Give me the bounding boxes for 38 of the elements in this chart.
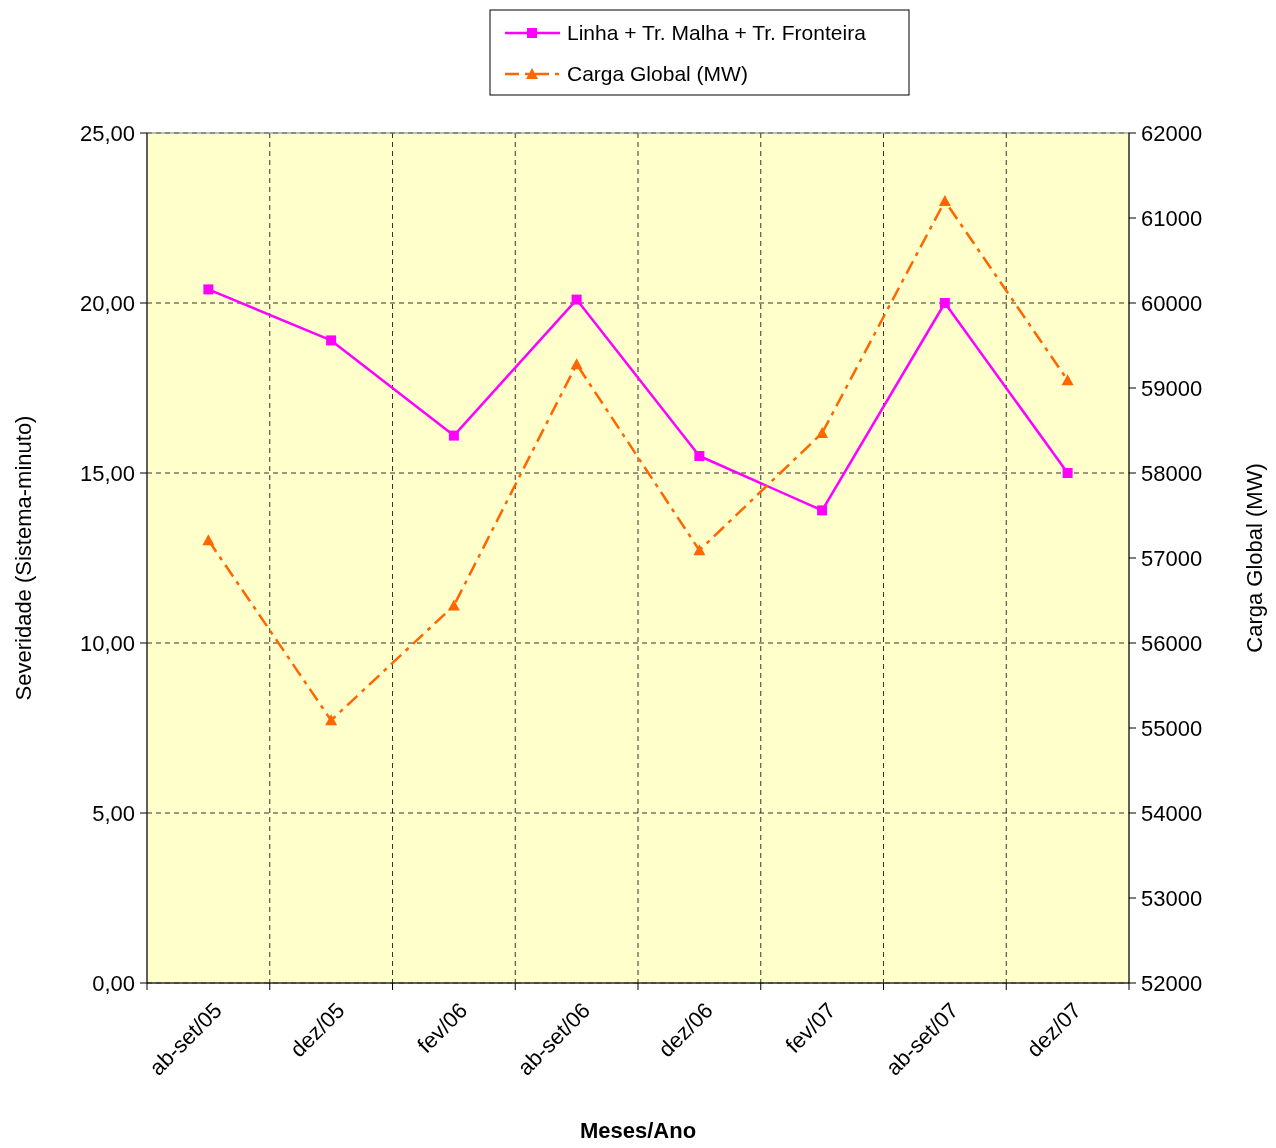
point (1061, 374, 1074, 386)
point (202, 534, 215, 546)
y2-tick-label: 61000 (1141, 205, 1203, 231)
point (693, 544, 706, 556)
y2-tick-label: 57000 (1141, 545, 1203, 571)
y-tick-label: 0,00 (92, 970, 135, 996)
x-axis-title: Meses/Ano (579, 1118, 697, 1143)
point (325, 714, 338, 726)
y2-tick-label: 59000 (1141, 375, 1203, 401)
point (694, 451, 705, 461)
y2-tick-label: 58000 (1141, 460, 1203, 486)
legend-label: Carga Global (MW) (567, 62, 748, 86)
legend-label: Linha + Tr. Malha + Tr. Fronteira (567, 21, 867, 45)
point (816, 427, 829, 439)
point (203, 284, 214, 295)
point (1062, 468, 1073, 478)
point (326, 335, 337, 346)
y2-tick-label: 62000 (1141, 120, 1203, 146)
y-tick-label: 15,00 (79, 460, 135, 486)
point (571, 294, 582, 305)
y2-tick-label: 56000 (1141, 630, 1203, 656)
point (447, 599, 460, 611)
y-tick-label: 25,00 (79, 120, 135, 146)
point (938, 195, 951, 206)
y2-tick-label: 60000 (1141, 290, 1203, 316)
y2-tick-label: 54000 (1141, 800, 1203, 826)
y-axis-title: Severidade (Sistema-minuto) (11, 415, 36, 701)
y-tick-label: 20,00 (79, 290, 135, 316)
point (448, 430, 459, 441)
y-tick-label: 5,00 (92, 800, 135, 826)
point (570, 358, 583, 370)
y2-tick-label: 52000 (1141, 970, 1203, 996)
point (817, 505, 828, 516)
y2-tick-label: 53000 (1141, 885, 1203, 911)
point (939, 298, 950, 308)
y-tick-label: 10,00 (79, 630, 135, 656)
y2-axis-title: Carga Global (MW) (1242, 463, 1267, 653)
y2-tick-label: 55000 (1141, 715, 1203, 741)
